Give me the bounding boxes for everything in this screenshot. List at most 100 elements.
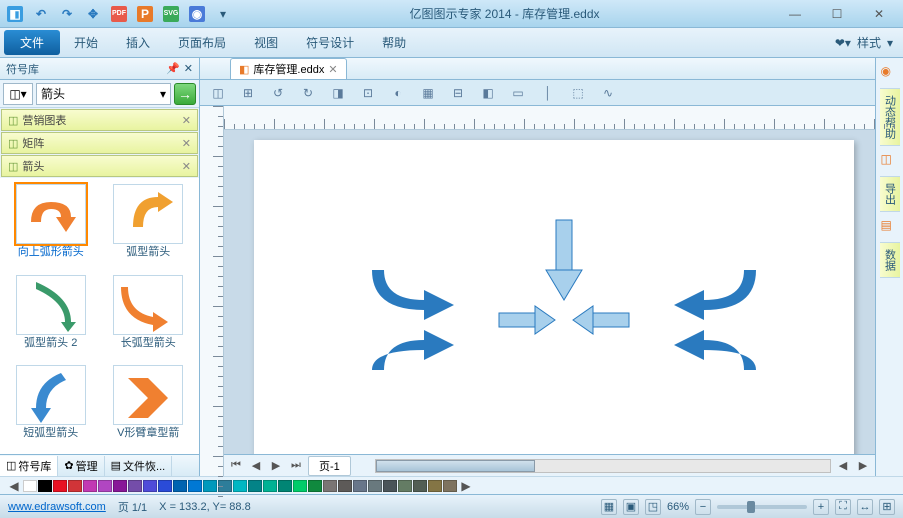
canvas-body[interactable]	[224, 130, 875, 454]
tab-close-icon[interactable]: ✕	[328, 63, 337, 76]
right-tab-数据[interactable]: 数据	[880, 242, 900, 278]
color-#d13438[interactable]	[68, 480, 82, 492]
color-#647c64[interactable]	[398, 480, 412, 492]
right-tab-导出[interactable]: 导出	[880, 176, 900, 212]
shape-弧型箭头 2[interactable]: 弧型箭头 2	[4, 273, 98, 360]
view-mode3-icon[interactable]: ◳	[645, 499, 661, 515]
file-menu[interactable]: 文件	[4, 30, 60, 55]
qat-dropdown-icon[interactable]: ▾	[212, 3, 234, 25]
scroll-right-icon[interactable]: ▶	[855, 458, 871, 474]
color-#4f4bd9[interactable]	[143, 480, 157, 492]
color-#7a7574[interactable]	[323, 480, 337, 492]
color-#10893e[interactable]	[308, 480, 322, 492]
tool-1[interactable]: ⊞	[238, 83, 258, 103]
tool-2[interactable]: ↺	[268, 83, 288, 103]
html-icon[interactable]: ◉	[186, 3, 208, 25]
color-#881798[interactable]	[113, 480, 127, 492]
tool-0[interactable]: ◫	[208, 83, 228, 103]
close-button[interactable]: ✕	[859, 3, 899, 25]
menu-开始[interactable]: 开始	[60, 30, 112, 55]
redo-icon[interactable]: ↷	[56, 3, 78, 25]
shape-V形臂章型箭[interactable]: V形臂章型箭	[102, 363, 196, 450]
color-#0099bc[interactable]	[203, 480, 217, 492]
tool-8[interactable]: ⊟	[448, 83, 468, 103]
shape-向上弧形箭头[interactable]: 向上弧形箭头	[4, 182, 98, 269]
fit-page-icon[interactable]: ⛶	[835, 499, 851, 515]
color-#000000[interactable]	[38, 480, 52, 492]
right-icon-0[interactable]: ◉	[881, 64, 899, 82]
pdf-icon[interactable]: PDF	[108, 3, 130, 25]
color-#0078d4[interactable]	[188, 480, 202, 492]
go-button[interactable]: →	[174, 83, 196, 105]
menu-dropdown-icon[interactable]: ❤▾	[835, 36, 851, 50]
tool-9[interactable]: ◧	[478, 83, 498, 103]
menu-插入[interactable]: 插入	[112, 30, 164, 55]
category-营销图表[interactable]: ◫营销图表✕	[1, 109, 198, 131]
zoom-in-button[interactable]: +	[813, 499, 829, 515]
style-menu[interactable]: 样式	[857, 34, 881, 51]
color-#c239b3[interactable]	[83, 480, 97, 492]
color-#69797e[interactable]	[368, 480, 382, 492]
color-#b146c2[interactable]	[98, 480, 112, 492]
color-filter-icon[interactable]: ◫▾	[3, 83, 33, 105]
color-#0063b1[interactable]	[173, 480, 187, 492]
tool-11[interactable]: │	[538, 83, 558, 103]
scroll-left-icon[interactable]: ◀	[835, 458, 851, 474]
undo-icon[interactable]: ↶	[30, 3, 52, 25]
minimize-button[interactable]: —	[775, 3, 815, 25]
shape-长弧型箭头[interactable]: 长弧型箭头	[102, 273, 196, 360]
color-#e81123[interactable]	[53, 480, 67, 492]
tool-3[interactable]: ↻	[298, 83, 318, 103]
horizontal-scrollbar[interactable]	[375, 459, 831, 473]
shape-弧型箭头[interactable]: 弧型箭头	[102, 182, 196, 269]
fit-width-icon[interactable]: ↔	[857, 499, 873, 515]
tool-7[interactable]: ▦	[418, 83, 438, 103]
view-mode2-icon[interactable]: ▣	[623, 499, 639, 515]
color-#2a4bd8[interactable]	[158, 480, 172, 492]
style-dropdown-icon[interactable]: ▾	[887, 36, 893, 50]
move-icon[interactable]: ✥	[82, 3, 104, 25]
page[interactable]	[254, 140, 854, 454]
tool-13[interactable]: ∿	[598, 83, 618, 103]
panel-tab-管理[interactable]: ✿管理	[58, 456, 104, 476]
color-#00cc6a[interactable]	[293, 480, 307, 492]
page-tab[interactable]: 页-1	[308, 456, 351, 476]
tool-6[interactable]: ◐	[388, 83, 408, 103]
ppt-icon[interactable]: P	[134, 3, 156, 25]
menu-帮助[interactable]: 帮助	[368, 30, 420, 55]
panel-tab-文件恢...[interactable]: ▤文件恢...	[105, 456, 173, 476]
color-next-icon[interactable]: ▶	[458, 478, 474, 494]
color-#038387[interactable]	[248, 480, 262, 492]
color-#7e735f[interactable]	[443, 480, 457, 492]
category-select[interactable]: 箭头 ▾	[36, 83, 171, 105]
color-#4a5459[interactable]	[383, 480, 397, 492]
menu-页面布局[interactable]: 页面布局	[164, 30, 240, 55]
color-#00b294[interactable]	[263, 480, 277, 492]
svg-icon[interactable]: SVG	[160, 3, 182, 25]
color-#847545[interactable]	[428, 480, 442, 492]
page-last-icon[interactable]: ⏭	[288, 458, 304, 474]
right-icon-1[interactable]: ◫	[881, 152, 899, 170]
color-#525e54[interactable]	[413, 480, 427, 492]
page-prev-icon[interactable]: ◀	[248, 458, 264, 474]
category-箭头[interactable]: ◫箭头✕	[1, 155, 198, 177]
panel-tab-符号库[interactable]: ◫符号库	[0, 456, 58, 476]
color-#744da9[interactable]	[128, 480, 142, 492]
app-icon[interactable]: ◧	[4, 3, 26, 25]
color-#ffffff[interactable]	[23, 480, 37, 492]
pin-icon[interactable]: 📌	[166, 62, 180, 75]
color-#5d5a58[interactable]	[338, 480, 352, 492]
panel-close-icon[interactable]: ✕	[184, 62, 193, 75]
category-矩阵[interactable]: ◫矩阵✕	[1, 132, 198, 154]
grid-icon[interactable]: ⊞	[879, 499, 895, 515]
tool-4[interactable]: ◨	[328, 83, 348, 103]
tool-5[interactable]: ⊡	[358, 83, 378, 103]
color-#00b7c3[interactable]	[233, 480, 247, 492]
color-prev-icon[interactable]: ◀	[6, 478, 22, 494]
maximize-button[interactable]: ☐	[817, 3, 857, 25]
color-#018574[interactable]	[278, 480, 292, 492]
right-icon-2[interactable]: ▤	[881, 218, 899, 236]
right-tab-动态帮助[interactable]: 动态帮助	[880, 88, 900, 146]
page-first-icon[interactable]: ⏮	[228, 458, 244, 474]
tool-10[interactable]: ▭	[508, 83, 528, 103]
